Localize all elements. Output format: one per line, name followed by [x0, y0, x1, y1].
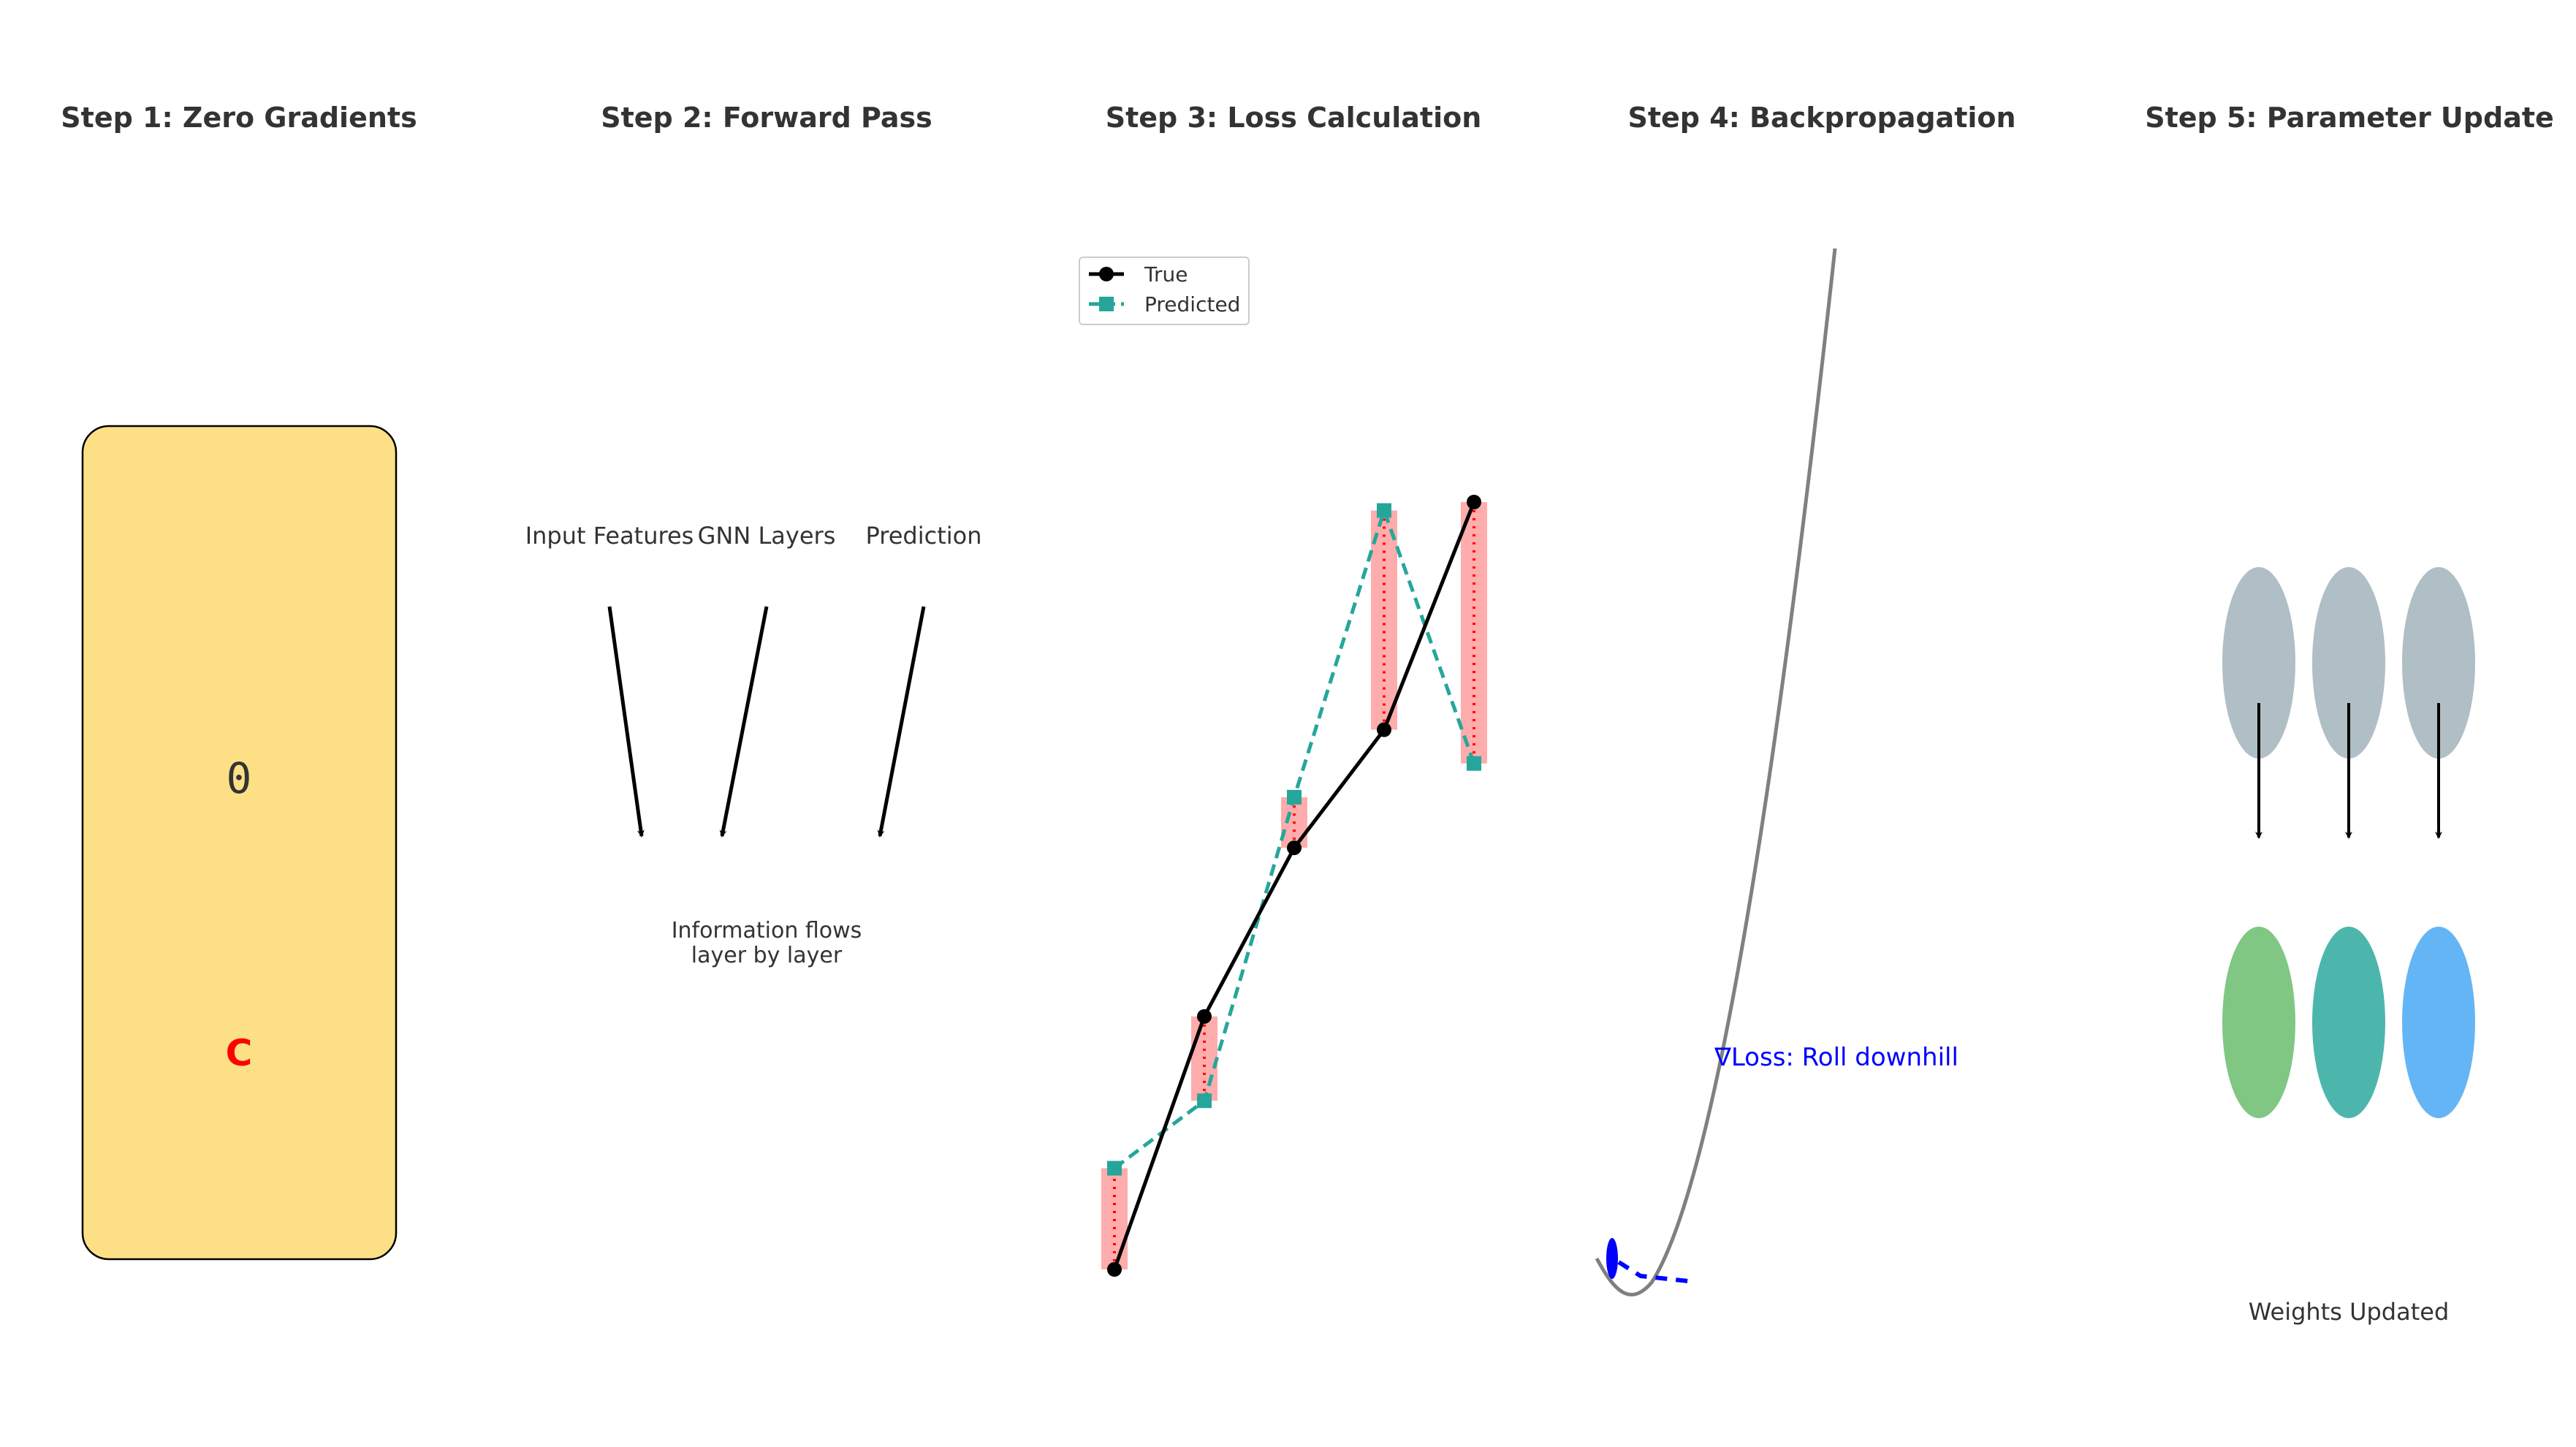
legend-true-label: True: [1144, 262, 1188, 286]
flow-caption-line2: layer by layer: [691, 943, 843, 968]
predicted-point-4: [1377, 503, 1391, 518]
weight-after-1: [2222, 927, 2295, 1118]
panel-titles: Step 1: Zero Gradients Step 2: Forward P…: [61, 102, 2554, 134]
step2-title: Step 2: Forward Pass: [601, 102, 932, 134]
weight-before-2: [2312, 567, 2385, 759]
prediction-label: Prediction: [866, 522, 982, 550]
gnn-layers-label: GNN Layers: [698, 522, 836, 550]
step4-panel: ∇Loss: Roll downhill: [1595, 248, 1958, 1297]
predicted-point-5: [1467, 756, 1481, 771]
c-label: C: [226, 1032, 253, 1074]
gradient-ball: [1606, 1238, 1618, 1279]
true-point-2: [1197, 1009, 1212, 1024]
prediction-arrow: [877, 606, 926, 838]
gradient-label: ∇Loss: Roll downhill: [1714, 1043, 1958, 1072]
weight-before-3: [2402, 567, 2475, 759]
predicted-point-3: [1287, 789, 1302, 805]
chart-legend: True Predicted: [1079, 257, 1250, 325]
loss-curve: [1595, 248, 1837, 1297]
error-band-1: [1101, 1168, 1128, 1269]
gradient-box: [81, 425, 398, 1261]
input-arrow: [607, 606, 645, 838]
zero-value: 0: [227, 753, 252, 803]
predicted-point-1: [1107, 1161, 1122, 1176]
gnn-arrow: [719, 606, 769, 838]
error-band-4: [1371, 510, 1397, 730]
step4-title: Step 4: Backpropagation: [1627, 102, 2015, 134]
weight-after-3: [2402, 927, 2475, 1118]
legend-true-marker: [1099, 267, 1114, 281]
step5-panel: Weights Updated: [2222, 567, 2475, 1326]
weight-before-1: [2222, 567, 2295, 759]
step5-title: Step 5: Parameter Update: [2145, 102, 2554, 134]
weights-updated-caption: Weights Updated: [2249, 1298, 2450, 1326]
step3-panel: True Predicted: [1079, 257, 1487, 1277]
step2-panel: Input Features GNN Layers Prediction Inf…: [525, 522, 982, 968]
weight-after-2: [2312, 927, 2385, 1118]
true-point-4: [1377, 722, 1391, 737]
gradient-arrow: [1617, 1260, 1689, 1283]
true-series-line: [1112, 501, 1476, 1270]
input-features-label: Input Features: [525, 522, 694, 550]
true-point-5: [1467, 495, 1481, 509]
legend-predicted-marker: [1099, 297, 1114, 311]
step1-panel: 0 C: [81, 425, 398, 1261]
predicted-point-2: [1197, 1093, 1212, 1109]
loss-chart: [1101, 495, 1487, 1277]
flow-caption-line1: Information flows: [672, 918, 862, 943]
true-point-3: [1287, 840, 1302, 856]
step1-title: Step 1: Zero Gradients: [61, 102, 417, 134]
true-point-1: [1107, 1262, 1122, 1277]
legend-predicted-label: Predicted: [1144, 292, 1240, 316]
step3-title: Step 3: Loss Calculation: [1106, 102, 1482, 134]
